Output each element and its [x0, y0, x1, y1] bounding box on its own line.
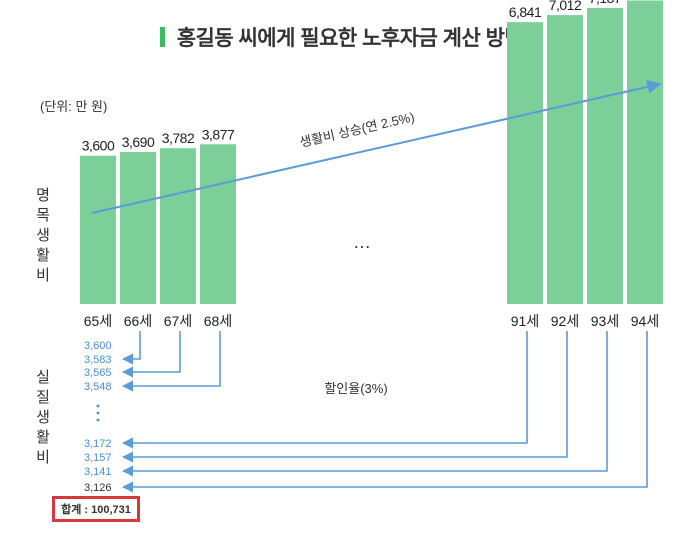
- category-label: 94세: [631, 313, 659, 329]
- discount-arrow: [121, 331, 141, 365]
- discount-arrow: [121, 331, 608, 477]
- nominal-axis-label-char: 비: [36, 267, 50, 284]
- data-label: 3,690: [122, 134, 155, 150]
- discount-arrow: [121, 331, 528, 449]
- title-bar-left: [159, 27, 165, 47]
- category-label: 66세: [124, 313, 152, 329]
- discount-arrow: [121, 331, 568, 463]
- nominal-axis-label-char: 목: [36, 207, 50, 224]
- bar: [627, 0, 663, 304]
- nominal-axis-label-char: 활: [36, 247, 50, 264]
- real-value-label: 3,157: [84, 452, 112, 464]
- data-label: 7,187: [589, 0, 622, 6]
- real-axis-label-char: 활: [36, 429, 50, 446]
- unit-label: (단위: 만 원): [40, 99, 108, 114]
- total-label: 합계 : 100,731: [61, 504, 131, 516]
- bar: [507, 22, 543, 305]
- data-label: 3,877: [202, 126, 235, 142]
- category-label: 92세: [551, 313, 579, 329]
- real-value-label: 3,565: [84, 367, 112, 379]
- ellipsis-dot: [96, 418, 100, 422]
- data-label: 6,841: [509, 4, 542, 20]
- real-value-label: 3,141: [84, 466, 112, 478]
- category-label: 93세: [591, 313, 619, 329]
- discount-arrow: [121, 331, 181, 378]
- data-label: 3,600: [82, 138, 115, 154]
- real-axis-label-char: 실: [36, 369, 50, 386]
- bar: [547, 15, 583, 305]
- discount-arrow: [121, 331, 648, 493]
- bar: [160, 148, 196, 304]
- category-label: 68세: [204, 313, 232, 329]
- real-value-label: 3,583: [84, 354, 112, 366]
- real-value-label: 3,126: [84, 482, 112, 494]
- real-axis-label-char: 질: [36, 389, 50, 406]
- data-label: 7,012: [549, 0, 582, 13]
- bar: [120, 151, 156, 304]
- category-label: 91세: [511, 313, 539, 329]
- bar: [200, 144, 236, 304]
- ellipsis-dot: [96, 404, 100, 408]
- category-label: 67세: [164, 313, 192, 329]
- total-box: 합계 : 100,731: [52, 496, 140, 522]
- rise-trend-arrow: [91, 79, 662, 214]
- vertical-ellipsis: [96, 404, 100, 422]
- category-label: 65세: [84, 313, 112, 329]
- nominal-axis-label-char: 명: [36, 187, 50, 204]
- real-value-label: 3,548: [84, 381, 112, 393]
- nominal-axis-label-char: 생: [36, 227, 50, 244]
- ellipsis-dot: [96, 411, 100, 415]
- discount-arrow: [121, 331, 221, 392]
- real-value-label: 3,600: [84, 340, 112, 352]
- discount-label: 할인율(3%): [324, 381, 387, 396]
- chart-title: 홍길동 씨에게 필요한 노후자금 계산 방법: [176, 27, 524, 50]
- real-axis-label-char: 생: [36, 409, 50, 426]
- bar: [587, 7, 623, 305]
- real-value-label: 3,172: [84, 438, 112, 450]
- bar: [80, 155, 116, 304]
- data-label: 3,782: [162, 130, 195, 146]
- ellipsis: …: [353, 232, 371, 252]
- real-axis-label-char: 비: [36, 449, 50, 466]
